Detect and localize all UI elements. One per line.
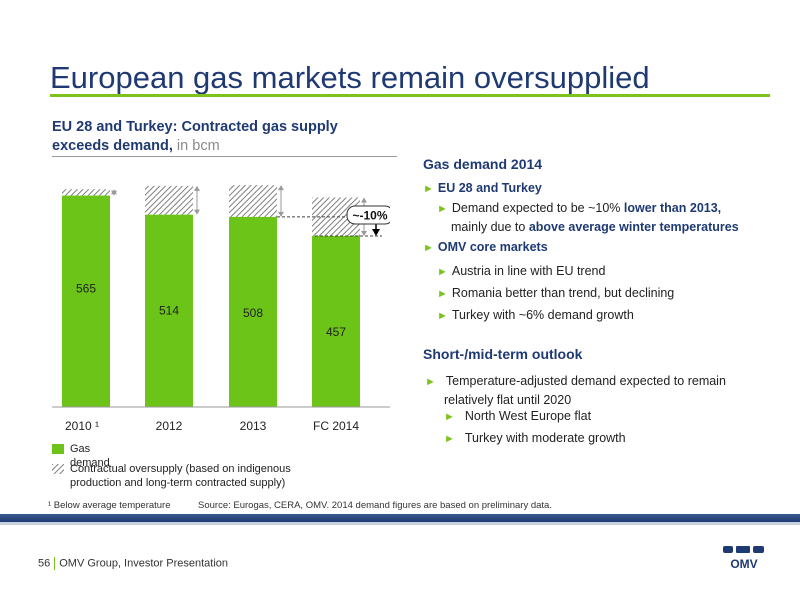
logo-text: OMV: [730, 557, 757, 571]
bullet-arrow-icon: ►: [437, 288, 448, 300]
x-tick-label: FC 2014: [313, 419, 359, 433]
x-tick-label: 2013: [240, 419, 267, 433]
title-divider: [50, 94, 770, 97]
footer-band: [0, 514, 800, 522]
bullet-arrow-icon: ►: [437, 266, 448, 278]
page-footer: 56 OMV Group, Investor Presentation: [38, 557, 228, 570]
bullet-nw-europe: ► North West Europe flat: [444, 409, 592, 423]
x-tick-label: 2012: [156, 419, 183, 433]
callout-box: [346, 205, 390, 225]
bullet-arrow-icon: ►: [423, 183, 434, 195]
bullet-arrow-icon: ►: [437, 203, 448, 215]
oversupply-arrow-head: [361, 230, 367, 236]
x-tick-label: 2010 ¹: [65, 419, 99, 433]
data-label: 457: [326, 325, 346, 339]
bullet-austria: ► Austria in line with EU trend: [437, 264, 606, 278]
data-label: 565: [76, 282, 96, 296]
footer-text: OMV Group, Investor Presentation: [59, 557, 228, 570]
bar-gas-demand: [229, 216, 277, 407]
legend-label-oversupply-2: production and long-term contracted supp…: [70, 476, 286, 489]
oversupply-arrow-head: [194, 185, 200, 191]
chart-heading-main: EU 28 and Turkey: Contracted gas supply …: [52, 119, 338, 154]
bullet-arrow-icon: ►: [437, 310, 448, 322]
bar-chart: 565 2010 ¹ 514 2012 508 2013 457 FC 2014 ~-10%: [52, 185, 390, 433]
decline-arrow-head: [372, 228, 380, 236]
oversupply-arrow-head: [278, 211, 284, 217]
legend-swatch-gas-demand: [52, 444, 64, 454]
bullet-arrow-icon: ►: [444, 411, 455, 423]
bar-oversupply: [145, 185, 193, 215]
chart-heading: EU 28 and Turkey: Contracted gas supply …: [52, 118, 392, 156]
heading-outlook: Short-/mid-term outlook: [423, 346, 583, 362]
footer-band-light: [0, 522, 800, 525]
callout-text: ~-10%: [352, 209, 387, 223]
footnote: ¹ Below average temperature: [48, 500, 171, 511]
bullet-turkey-growth: ► Turkey with ~6% demand growth: [437, 308, 634, 322]
bullet-turkey-moderate: ► Turkey with moderate growth: [444, 431, 626, 445]
oversupply-arrow-head: [194, 209, 200, 215]
bullet-arrow-icon: ►: [425, 376, 436, 388]
bar-gas-demand: [145, 214, 193, 407]
bullet-arrow-icon: ►: [423, 242, 434, 254]
legend-label-gas-demand: Gas demand: [70, 443, 110, 469]
data-label: 514: [159, 304, 179, 318]
source-note: Source: Eurogas, CERA, OMV. 2014 demand …: [198, 500, 552, 511]
oversupply-arrow-head: [111, 190, 117, 196]
bullet-arrow-icon: ►: [444, 433, 455, 445]
bar-gas-demand: [312, 235, 360, 407]
legend-swatch-oversupply: [52, 464, 64, 474]
bar-gas-demand: [62, 195, 110, 407]
bar-oversupply: [229, 185, 277, 217]
bullet-omv-core-markets: ► OMV core markets: [423, 240, 548, 254]
chart-heading-unit: in bcm: [172, 138, 220, 154]
oversupply-arrow-head: [278, 185, 284, 191]
chart-heading-divider: [52, 156, 397, 157]
footer-separator: [54, 557, 56, 570]
bullet-temperature-adjusted: ► Temperature-adjusted demand expected to…: [425, 374, 726, 407]
page-title: European gas markets remain oversupplied: [50, 60, 650, 95]
bullet-eu-demand: ► Demand expected to be ~10% lower than 2…: [437, 201, 739, 234]
legend-label-oversupply-1: Contractual oversupply (based on indigen…: [70, 463, 291, 475]
bullet-eu28-turkey: ► EU 28 and Turkey: [423, 181, 542, 195]
data-label: 508: [243, 306, 263, 320]
page-number: 56: [38, 557, 51, 570]
omv-logo: OMV: [723, 546, 764, 571]
bar-oversupply: [62, 189, 110, 196]
heading-gas-demand-2014: Gas demand 2014: [423, 156, 543, 172]
bullet-romania: ► Romania better than trend, but declinin…: [437, 286, 675, 300]
oversupply-arrow-head: [361, 197, 367, 203]
